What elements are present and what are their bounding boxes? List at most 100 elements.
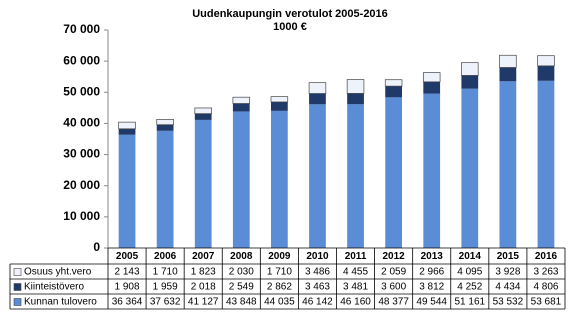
bar-segment xyxy=(118,121,136,130)
table-value: 2 030 xyxy=(229,267,254,278)
x-tick-label: 2012 xyxy=(383,251,406,262)
bar-segment xyxy=(499,81,517,248)
table-value: 53 681 xyxy=(531,297,562,308)
legend-swatch xyxy=(13,283,22,291)
table-value: 3 463 xyxy=(305,282,330,293)
table-value: 43 848 xyxy=(226,297,257,308)
table-value: 1 710 xyxy=(153,267,178,278)
legend-label: Kiinteistövero xyxy=(24,282,84,293)
bar-segment xyxy=(385,86,403,98)
table-value: 3 928 xyxy=(495,267,520,278)
legend-swatch xyxy=(13,298,22,306)
bar-segment xyxy=(384,79,403,87)
table-value: 4 252 xyxy=(457,282,482,293)
bar-segment xyxy=(156,124,174,131)
table-value: 46 160 xyxy=(340,297,371,308)
table-value: 53 532 xyxy=(493,297,524,308)
table-value: 2 862 xyxy=(267,282,292,293)
legend-label: Kunnan tulovero xyxy=(24,297,97,308)
x-tick-label: 2009 xyxy=(268,251,291,262)
bar-segment xyxy=(461,62,479,76)
table-value: 3 263 xyxy=(533,267,558,278)
bar-segment xyxy=(499,54,517,68)
bar-segment xyxy=(232,111,250,249)
table-value: 37 632 xyxy=(150,297,181,308)
y-tick-label: 20 000 xyxy=(63,178,100,192)
y-tick-label: 10 000 xyxy=(63,209,100,223)
table-value: 1 908 xyxy=(115,282,140,293)
bar-segment xyxy=(118,134,136,248)
bar-segment xyxy=(537,55,555,67)
table-value: 4 434 xyxy=(495,282,520,293)
bar-segment xyxy=(156,130,174,248)
x-tick-label: 2006 xyxy=(154,251,177,262)
bar-segment xyxy=(270,110,288,248)
table-value: 1 959 xyxy=(153,282,178,293)
bar-segment xyxy=(461,88,479,248)
bar-segment xyxy=(423,93,441,248)
bar-segment xyxy=(309,104,326,248)
bar-segment xyxy=(194,107,212,114)
x-tick-label: 2013 xyxy=(421,251,444,262)
bar-segment xyxy=(346,79,365,94)
y-tick-label: 70 000 xyxy=(63,22,100,36)
y-tick-label: 0 xyxy=(93,240,100,254)
x-tick-label: 2010 xyxy=(306,251,329,262)
table-value: 3 481 xyxy=(343,282,368,293)
table-value: 3 812 xyxy=(419,282,444,293)
bar-segment xyxy=(270,96,289,103)
chart-title: Uudenkaupungin verotulot 2005-2016 xyxy=(192,8,388,20)
bar-segment xyxy=(423,81,441,94)
table-value: 41 127 xyxy=(188,297,219,308)
table-value: 44 035 xyxy=(264,297,295,308)
x-tick-label: 2016 xyxy=(535,251,558,262)
bar-segment xyxy=(499,67,517,82)
table-value: 49 544 xyxy=(416,297,447,308)
bar-segment xyxy=(156,119,174,126)
bar-segment xyxy=(537,80,555,249)
table-value: 2 966 xyxy=(419,267,444,278)
table-value: 2 059 xyxy=(381,267,406,278)
legend-swatch xyxy=(13,268,22,276)
x-tick-label: 2015 xyxy=(497,251,520,262)
bar-segment xyxy=(347,104,364,248)
table-value: 2 143 xyxy=(115,267,140,278)
x-tick-label: 2007 xyxy=(192,251,215,262)
y-tick-label: 30 000 xyxy=(63,147,100,161)
x-tick-label: 2008 xyxy=(230,251,253,262)
x-tick-label: 2014 xyxy=(459,251,482,262)
table-value: 48 377 xyxy=(378,297,409,308)
table-value: 4 806 xyxy=(533,282,558,293)
table-value: 1 823 xyxy=(191,267,216,278)
bar-segment xyxy=(194,113,212,120)
legend-label: Osuus yht.vero xyxy=(24,267,92,278)
bar-segment xyxy=(308,82,327,94)
table-value: 3 600 xyxy=(381,282,406,293)
table-value: 3 486 xyxy=(305,267,330,278)
bar-segment xyxy=(270,101,288,111)
bar-segment xyxy=(232,96,251,104)
chart-subtitle: 1000 € xyxy=(273,21,307,33)
table-value: 2 018 xyxy=(191,282,216,293)
bar-segment xyxy=(118,128,136,135)
table-value: 46 142 xyxy=(302,297,333,308)
bar-segment xyxy=(347,93,364,105)
bar-segment xyxy=(422,72,441,83)
x-tick-label: 2011 xyxy=(345,251,367,262)
table-value: 1 710 xyxy=(267,267,292,278)
y-tick-label: 40 000 xyxy=(63,116,100,130)
bar-segment xyxy=(537,65,555,81)
y-tick-label: 50 000 xyxy=(63,84,100,98)
table-value: 4 455 xyxy=(343,267,368,278)
table-value: 4 095 xyxy=(457,267,482,278)
table-value: 36 364 xyxy=(112,297,143,308)
x-tick-label: 2005 xyxy=(116,251,139,262)
bar-segment xyxy=(385,97,403,248)
bar-segment xyxy=(461,75,479,89)
bar-segment xyxy=(194,119,212,249)
bar-segment xyxy=(232,103,250,112)
table-value: 51 161 xyxy=(454,297,485,308)
table-value: 2 549 xyxy=(229,282,254,293)
bar-segment xyxy=(309,93,326,105)
